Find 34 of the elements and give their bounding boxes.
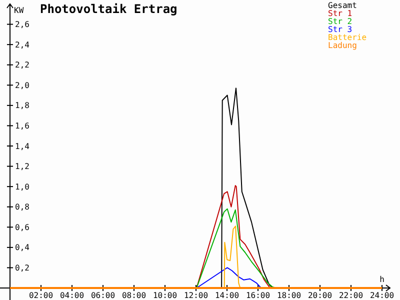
- y-tick-label: 1,8: [15, 101, 30, 110]
- x-tick-label: 02:00: [28, 291, 54, 300]
- text: Str 3: [328, 25, 352, 34]
- y-tick-label: 1,0: [15, 182, 30, 192]
- text: Batterie: [328, 33, 367, 42]
- y-tick-label: 1,2: [15, 162, 30, 172]
- x-tick-label: 24:00: [370, 291, 394, 300]
- text: Ladung: [328, 41, 358, 50]
- x-tick-label: 18:00: [276, 291, 302, 300]
- x-tick-label: 16:00: [246, 291, 270, 300]
- y-tick-label: 2,4: [15, 40, 30, 50]
- x-tick-label: 14:00: [214, 291, 240, 300]
- x-tick-label: 12:00: [184, 291, 208, 300]
- chart-title: Photovoltaik Ertrag: [40, 2, 178, 16]
- y-tick-label: 0,8: [15, 202, 30, 212]
- text: Str 1: [328, 9, 352, 18]
- text: Gesamt: [328, 1, 358, 10]
- x-tick-label: 08:00: [122, 291, 146, 300]
- text: Str 2: [328, 17, 352, 26]
- x-tick-label: 22:00: [338, 291, 364, 300]
- y-tick-label: 2,0: [15, 80, 30, 90]
- y-tick-label: 0,6: [15, 222, 30, 232]
- y-axis-title: KW: [14, 6, 24, 15]
- y-tick-label: 1,6: [15, 122, 30, 131]
- x-tick-label: 04:00: [60, 291, 84, 300]
- y-tick-label: 2,6: [15, 20, 30, 30]
- y-tick-label: 2,2: [15, 60, 30, 70]
- y-tick-label: 1,4: [15, 142, 30, 151]
- x-tick-label: 10:00: [152, 291, 178, 300]
- y-tick-label: 0,2: [15, 264, 30, 273]
- x-tick-label: 06:00: [90, 291, 116, 300]
- x-tick-label: 20:00: [308, 291, 332, 300]
- x-axis-title: h: [380, 275, 385, 284]
- y-tick-label: 0,4: [15, 243, 30, 252]
